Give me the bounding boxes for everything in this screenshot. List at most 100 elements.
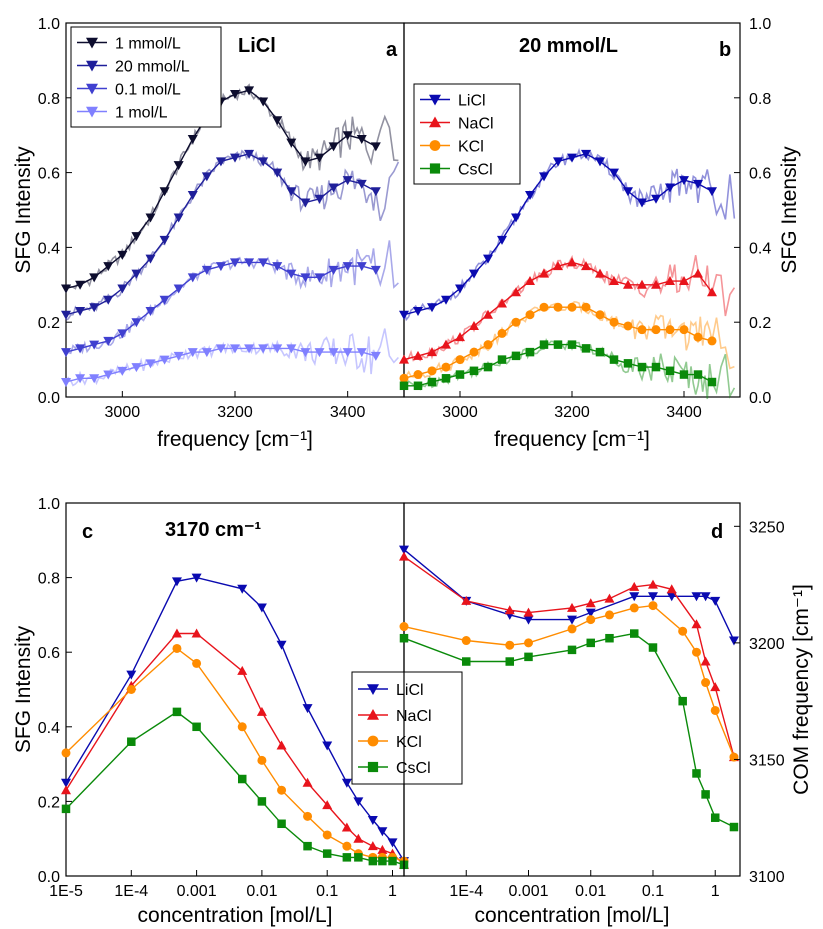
- y-tick-label: 0.6: [749, 166, 771, 183]
- data-point: [651, 325, 661, 335]
- data-point: [581, 261, 591, 271]
- data-point: [117, 250, 128, 260]
- data-point: [277, 785, 287, 795]
- data-point: [637, 279, 647, 289]
- data-point: [553, 261, 563, 271]
- x-axis-label: frequency [cm⁻¹]: [494, 428, 650, 451]
- data-point: [370, 265, 381, 275]
- legend-marker: [86, 60, 98, 72]
- data-point: [511, 351, 521, 361]
- data-point: [173, 161, 184, 171]
- data-point: [356, 262, 367, 272]
- data-point: [441, 295, 451, 305]
- y-tick-label: 0.2: [38, 794, 60, 811]
- data-point: [539, 268, 549, 278]
- data-point: [539, 340, 549, 349]
- data-point: [356, 179, 367, 189]
- panel-d: 1E-4 0.001 0.01 0.1 1 3100 3150 3200 3250 d concen…: [399, 502, 813, 927]
- data-point: [693, 179, 703, 189]
- series-licl: [399, 147, 736, 322]
- data-point: [637, 362, 647, 372]
- y-tick-label: 0.0: [749, 390, 771, 407]
- x-tick-label: 3000: [105, 404, 141, 421]
- data-point: [701, 790, 710, 799]
- data-point: [651, 362, 661, 372]
- data-point: [693, 268, 703, 278]
- data-point: [665, 366, 675, 376]
- data-point: [131, 318, 142, 328]
- legend-label: NaCl: [458, 116, 494, 133]
- data-point: [256, 603, 267, 613]
- data-point: [525, 276, 535, 286]
- panel-title: 3170 cm⁻¹: [165, 519, 262, 541]
- y-tick-label: 3100: [749, 869, 785, 886]
- data-point: [145, 254, 156, 264]
- data-point: [710, 596, 721, 606]
- legend-label: NaCl: [396, 708, 432, 725]
- data-point: [567, 624, 577, 634]
- legend-marker: [367, 684, 379, 695]
- data-point: [322, 849, 332, 858]
- data-point: [637, 325, 647, 335]
- data-point: [666, 592, 677, 602]
- x-tick-label: 0.01: [246, 883, 277, 900]
- y-axis-label: SFG Intensity: [12, 625, 35, 753]
- x-tick-label: 3400: [666, 404, 702, 421]
- data-point: [356, 134, 367, 144]
- data-point: [272, 262, 283, 272]
- y-tick-label: 0.6: [38, 166, 60, 183]
- data-point: [145, 213, 156, 223]
- x-tick-label: 1: [388, 883, 397, 900]
- data-point: [353, 797, 364, 807]
- y-tick-label: 0.6: [38, 645, 60, 662]
- data-point: [314, 153, 325, 163]
- data-point: [701, 678, 711, 688]
- data-point: [567, 645, 577, 655]
- data-point: [230, 344, 240, 354]
- data-point: [322, 830, 332, 840]
- data-point: [678, 696, 687, 706]
- data-point: [497, 328, 507, 338]
- panel-letter: a: [386, 39, 398, 61]
- data-point: [370, 142, 381, 152]
- data-point: [159, 235, 170, 245]
- data-point: [75, 344, 86, 354]
- data-point: [367, 816, 378, 826]
- y-tick-label: 3200: [749, 636, 785, 653]
- y-axis-label: COM frequency [cm⁻¹]: [790, 584, 813, 795]
- data-point: [679, 276, 689, 286]
- data-point: [399, 373, 409, 383]
- data-point: [257, 755, 267, 765]
- data-point: [258, 258, 269, 268]
- data-point: [171, 628, 182, 638]
- data-point: [455, 355, 465, 365]
- x-axis-label: concentration [mol/L]: [475, 904, 670, 927]
- data-point: [505, 657, 515, 666]
- y-axis-label: SFG Intensity: [778, 146, 801, 274]
- series-line: [403, 556, 735, 758]
- data-point: [342, 262, 353, 272]
- data-point: [356, 348, 367, 358]
- data-point: [187, 191, 198, 201]
- data-point: [629, 629, 639, 638]
- x-tick-label: 3200: [554, 404, 590, 421]
- series-licl: [61, 573, 409, 867]
- data-point: [525, 347, 535, 357]
- data-point: [525, 191, 535, 201]
- data-point: [505, 640, 515, 650]
- panel-b: 3000 3200 3400 0.0 0.2 0.4 0.6 0.8 1.0 LiCl NaCl KC…: [399, 16, 801, 451]
- y-tick-label: 0.0: [38, 869, 60, 886]
- data-point: [567, 602, 577, 612]
- data-point: [729, 752, 739, 762]
- data-point: [469, 347, 479, 357]
- data-point: [145, 359, 156, 369]
- data-point: [399, 381, 409, 391]
- data-point: [367, 841, 378, 851]
- data-point: [89, 303, 100, 313]
- data-point: [303, 811, 313, 821]
- y-tick-label: 0.8: [38, 571, 60, 588]
- data-point: [103, 262, 114, 272]
- legend-box: [70, 26, 222, 128]
- data-point: [461, 657, 471, 666]
- data-point: [201, 348, 212, 358]
